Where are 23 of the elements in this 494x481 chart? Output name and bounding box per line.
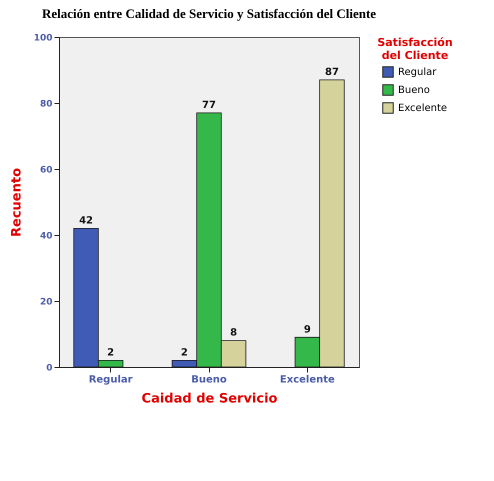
legend-label: Bueno — [398, 85, 430, 96]
data-label: 42 — [79, 215, 94, 226]
y-tick-label: 20 — [40, 298, 52, 308]
data-label: 87 — [324, 66, 339, 78]
y-axis-title: Recuento — [10, 168, 25, 238]
y-tick-label: 80 — [40, 100, 52, 110]
data-label: 9 — [304, 324, 311, 336]
y-tick-label: 0 — [46, 364, 52, 374]
legend-label: Regular — [398, 67, 438, 78]
y-tick-label: 40 — [40, 232, 52, 242]
data-label: 2 — [180, 347, 188, 358]
legend-title: Satisfacción del Cliente — [377, 36, 453, 62]
chart-title: Relación entre Calidad de Servicio y Satisfacción del Cliente — [42, 6, 376, 21]
x-tick-label: Excelente — [280, 374, 336, 386]
data-label: 77 — [202, 100, 216, 111]
legend-label: Excelente — [398, 103, 448, 114]
x-axis-title: Caidad de Servicio — [142, 392, 278, 406]
y-tick-label: 100 — [34, 34, 52, 44]
x-tick-label: Regular — [88, 374, 133, 386]
y-tick-label: 60 — [40, 166, 52, 176]
data-label: 8 — [230, 328, 238, 339]
x-tick-label: Bueno — [191, 374, 227, 386]
data-label: 2 — [107, 347, 114, 358]
